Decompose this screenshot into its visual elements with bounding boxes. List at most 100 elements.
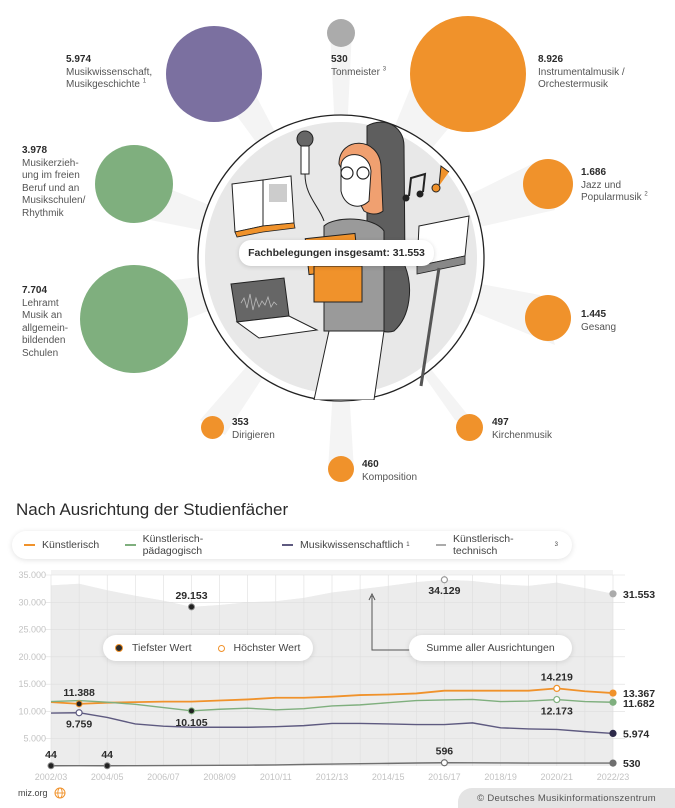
open-book-icon [231, 175, 296, 238]
min-dot-icon [115, 644, 123, 652]
annotation-markers: 29.153 34.129 31.553 11.388 14.219 13.367 10.1… [45, 576, 655, 770]
min-label: Tiefster Wert [132, 642, 192, 654]
x-axis-ticks: 2002/03 2004/05 2006/07 2008/09 2010/11 2012/… [35, 772, 630, 782]
svg-text:15.000: 15.000 [18, 679, 46, 689]
copyright: © Deutsches Musikinformationszentrum [458, 788, 675, 808]
legend-swatch [282, 544, 294, 546]
value: 353 [232, 417, 249, 428]
label-musikerziehung: 3.978 Musikerzieh- ung im freien Beruf u… [22, 145, 85, 220]
label-instrumentalmusik: 8.926 Instrumentalmusik / Orchestermusik [538, 54, 625, 92]
svg-text:34.129: 34.129 [428, 585, 460, 597]
bubble-gesang [525, 295, 571, 341]
legend-swatch [24, 544, 35, 546]
name: Musikerzieh- ung im freien Beruf und an … [22, 157, 86, 219]
legend-item-musikwissenschaftlich: Musikwissenschaftlich 1 [282, 539, 410, 551]
svg-text:44: 44 [101, 749, 113, 761]
svg-text:14.219: 14.219 [541, 671, 573, 683]
svg-text:5.974: 5.974 [623, 728, 649, 740]
svg-text:35.000: 35.000 [18, 570, 46, 580]
series-legend: Künstlerisch Künstlerisch-pädagogisch Mu… [12, 531, 572, 559]
legend-swatch [435, 544, 446, 546]
svg-text:25.000: 25.000 [18, 625, 46, 635]
label-dirigieren: 353 Dirigieren [232, 417, 275, 442]
value: 460 [362, 459, 379, 470]
footnote: 3 [382, 66, 387, 73]
svg-text:2010/11: 2010/11 [260, 772, 292, 782]
min-max-legend: Tiefster Wert Höchster Wert [103, 635, 313, 661]
max-dot-icon [217, 644, 225, 652]
svg-text:44: 44 [45, 749, 57, 761]
svg-text:2020/21: 2020/21 [541, 772, 574, 782]
value: 530 [331, 54, 348, 65]
legend-item-kuenstlerisch: Künstlerisch [24, 539, 99, 551]
svg-text:5.000: 5.000 [23, 734, 46, 744]
svg-text:10.105: 10.105 [175, 717, 207, 729]
value: 3.978 [22, 145, 48, 156]
svg-text:11.682: 11.682 [623, 698, 655, 710]
bubble-musikerziehung [95, 145, 173, 223]
svg-text:13.367: 13.367 [623, 688, 655, 700]
bubble-jazz [523, 159, 573, 209]
svg-text:2012/13: 2012/13 [316, 772, 349, 782]
svg-text:2022/23: 2022/23 [597, 772, 630, 782]
music-notes-icon [402, 165, 450, 202]
name: Dirigieren [232, 429, 275, 441]
total-badge: Fachbelegungen insgesamt: 31.553 [239, 240, 434, 266]
svg-text:30.000: 30.000 [18, 597, 46, 607]
svg-text:2018/19: 2018/19 [484, 772, 517, 782]
laptop-icon [230, 277, 319, 339]
legend-label: Künstlerisch [42, 539, 100, 551]
value: 8.926 [538, 54, 564, 65]
name: Lehramt Musik an allgemein- bildenden Sc… [22, 297, 69, 359]
legend-label: Künstlerisch-technisch [452, 533, 514, 557]
name: Gesang [581, 321, 617, 333]
svg-text:29.153: 29.153 [175, 590, 207, 602]
svg-text:596: 596 [436, 746, 454, 758]
svg-text:2002/03: 2002/03 [35, 772, 68, 782]
label-komposition: 460 Komposition [362, 459, 417, 484]
legend-item-kuenstlerisch-technisch: Künstlerisch-technisch 3 [435, 533, 558, 557]
svg-text:2016/17: 2016/17 [428, 772, 461, 782]
sum-arrow [371, 596, 412, 651]
bubble-komposition [328, 456, 354, 482]
arrow-head-icon [368, 592, 376, 601]
value: 5.974 [66, 54, 92, 65]
footnote: 1 [142, 78, 147, 85]
globe-icon [54, 787, 66, 799]
legend-item-kuenstlerisch-paedagogisch: Künstlerisch-pädagogisch [125, 533, 256, 557]
max-label: Höchster Wert [233, 642, 301, 654]
bubble-lehramt [80, 265, 188, 373]
svg-text:20.000: 20.000 [18, 652, 46, 662]
name: Tonmeister [331, 66, 380, 78]
label-kirchenmusik: 497 Kirchenmusik [492, 417, 552, 442]
label-tonmeister: 530 Tonmeister 3 [331, 54, 386, 79]
section-title: Nach Ausrichtung der Studienfächer [16, 500, 289, 519]
svg-text:2006/07: 2006/07 [147, 772, 180, 782]
svg-text:2014/15: 2014/15 [372, 772, 405, 782]
label-musikwissenschaft: 5.974 Musikwissenschaft, Musikgeschichte… [66, 54, 152, 92]
svg-text:2004/05: 2004/05 [91, 772, 124, 782]
bubble-kirchenmusik [456, 414, 483, 441]
svg-text:530: 530 [623, 758, 641, 770]
label-gesang: 1.445 Gesang [581, 309, 616, 334]
name: Komposition [362, 471, 418, 483]
sum-legend: Summe aller Ausrichtungen [409, 635, 572, 661]
legend-label: Künstlerisch-pädagogisch [142, 533, 204, 557]
svg-text:2008/09: 2008/09 [203, 772, 236, 782]
site-link[interactable]: miz.org [18, 788, 48, 798]
footnote: 2 [644, 191, 648, 198]
footer-site[interactable]: miz.org [18, 787, 66, 799]
series-lines [50, 687, 614, 767]
svg-text:9.759: 9.759 [66, 719, 92, 731]
svg-text:12.173: 12.173 [541, 706, 573, 718]
name: Kirchenmusik [492, 429, 553, 441]
y-axis-ticks: 5.000 10.000 15.000 20.000 25.000 30.000 35.00… [18, 570, 46, 744]
value: 1.686 [581, 167, 607, 178]
microphone-icon [296, 130, 325, 222]
value: 7.704 [22, 285, 48, 296]
name: Instrumentalmusik / Orchestermusik [538, 66, 625, 91]
svg-text:10.000: 10.000 [18, 706, 46, 716]
bubble-tonmeister [327, 19, 355, 47]
bubble-musikwissenschaft [166, 26, 262, 122]
line-chart: 5.000 10.000 15.000 20.000 25.000 30.000 35.00… [18, 570, 655, 782]
